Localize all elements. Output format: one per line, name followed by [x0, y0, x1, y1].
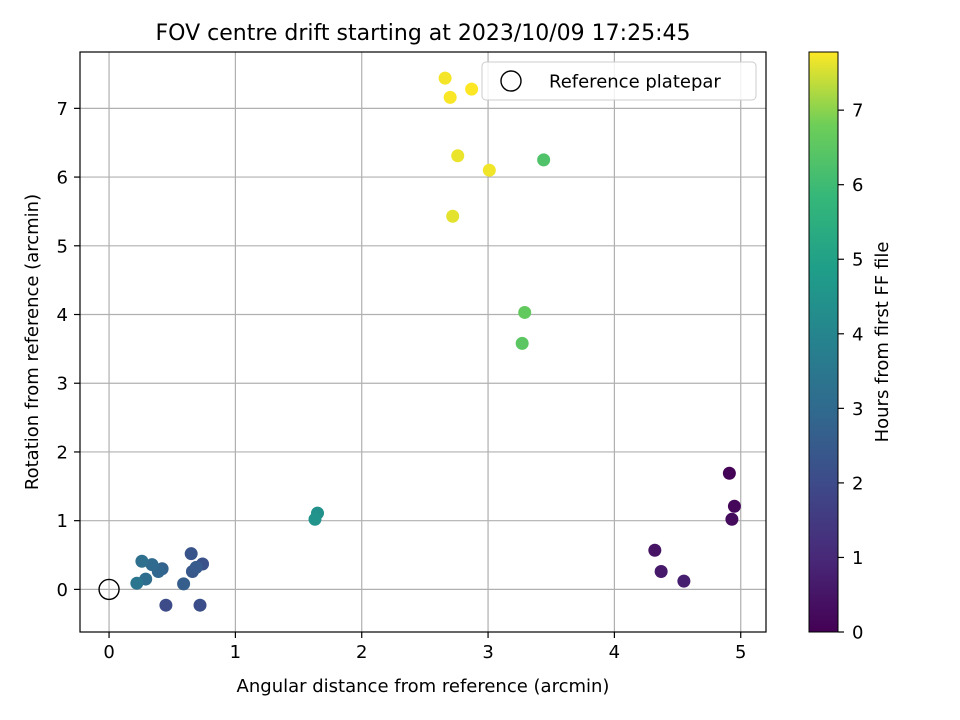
colorbar-gradient	[808, 51, 839, 633]
scatter-points	[130, 71, 741, 612]
scatter-point	[677, 574, 691, 588]
legend-box	[481, 61, 757, 101]
colorbar-tick-label: 2	[852, 473, 863, 494]
colorbar: 0 1 2 3 4 5 6 7 Hours from first FF file	[808, 51, 893, 644]
colorbar-tick-label: 0	[852, 623, 863, 644]
scatter-point	[725, 512, 739, 526]
grid-lines	[80, 52, 766, 632]
y-tick-label: 4	[57, 305, 68, 326]
scatter-point	[159, 598, 173, 612]
scatter-point	[465, 82, 479, 96]
plot-area-frame	[79, 51, 767, 633]
legend-label-reference: Reference platepar	[549, 72, 721, 93]
y-axis-ticks: 0 1 2 3 4 5 6 7	[57, 99, 80, 601]
legend: Reference platepar	[481, 61, 757, 101]
y-tick-label: 6	[57, 168, 68, 189]
legend-marker-reference	[500, 70, 522, 92]
scatter-point	[518, 305, 532, 319]
y-tick-label: 3	[57, 374, 68, 395]
x-tick-label: 2	[356, 642, 367, 663]
scatter-point	[722, 466, 736, 480]
y-tick-label: 1	[57, 511, 68, 532]
x-axis-label: Angular distance from reference (arcmin)	[237, 676, 610, 697]
reference-platepar-marker	[98, 578, 120, 601]
scatter-point	[451, 149, 465, 163]
scatter-point	[654, 565, 668, 579]
scatter-point	[145, 558, 159, 572]
chart-title: FOV centre drift starting at 2023/10/09 …	[156, 21, 691, 46]
scatter-point	[184, 547, 198, 561]
scatter-point	[648, 543, 662, 557]
colorbar-tick-label: 7	[852, 101, 863, 122]
colorbar-tick-label: 1	[852, 548, 863, 569]
colorbar-tick-label: 4	[852, 324, 863, 345]
x-tick-label: 1	[230, 642, 241, 663]
y-tick-label: 7	[57, 99, 68, 120]
scatter-point	[537, 153, 551, 167]
y-tick-label: 0	[57, 580, 68, 601]
scatter-point	[727, 499, 741, 513]
y-axis-label: Rotation from reference (arcmin)	[22, 194, 43, 490]
colorbar-tick-label: 6	[852, 175, 863, 196]
reference-marker-layer	[98, 578, 120, 601]
scatter-point	[193, 598, 207, 612]
x-tick-label: 4	[609, 642, 620, 663]
scatter-point	[308, 512, 322, 526]
scatter-point	[130, 576, 144, 590]
y-tick-label: 2	[57, 442, 68, 463]
scatter-point	[135, 554, 149, 568]
colorbar-ticks: 0 1 2 3 4 5 6 7	[838, 101, 863, 644]
scatter-point	[438, 71, 452, 85]
x-tick-label: 3	[482, 642, 493, 663]
x-tick-label: 0	[103, 642, 114, 663]
scatter-point	[189, 560, 203, 574]
scatter-point	[443, 90, 457, 104]
scatter-point	[177, 577, 191, 591]
scatter-point	[482, 163, 496, 177]
colorbar-tick-label: 5	[852, 250, 863, 271]
scatter-point	[515, 336, 529, 350]
y-tick-label: 5	[57, 236, 68, 257]
x-axis-ticks: 0 1 2 3 4 5	[103, 632, 746, 663]
scatter-point	[446, 209, 460, 223]
colorbar-label: Hours from first FF file	[872, 242, 893, 443]
colorbar-tick-label: 3	[852, 399, 863, 420]
x-tick-label: 5	[735, 642, 746, 663]
